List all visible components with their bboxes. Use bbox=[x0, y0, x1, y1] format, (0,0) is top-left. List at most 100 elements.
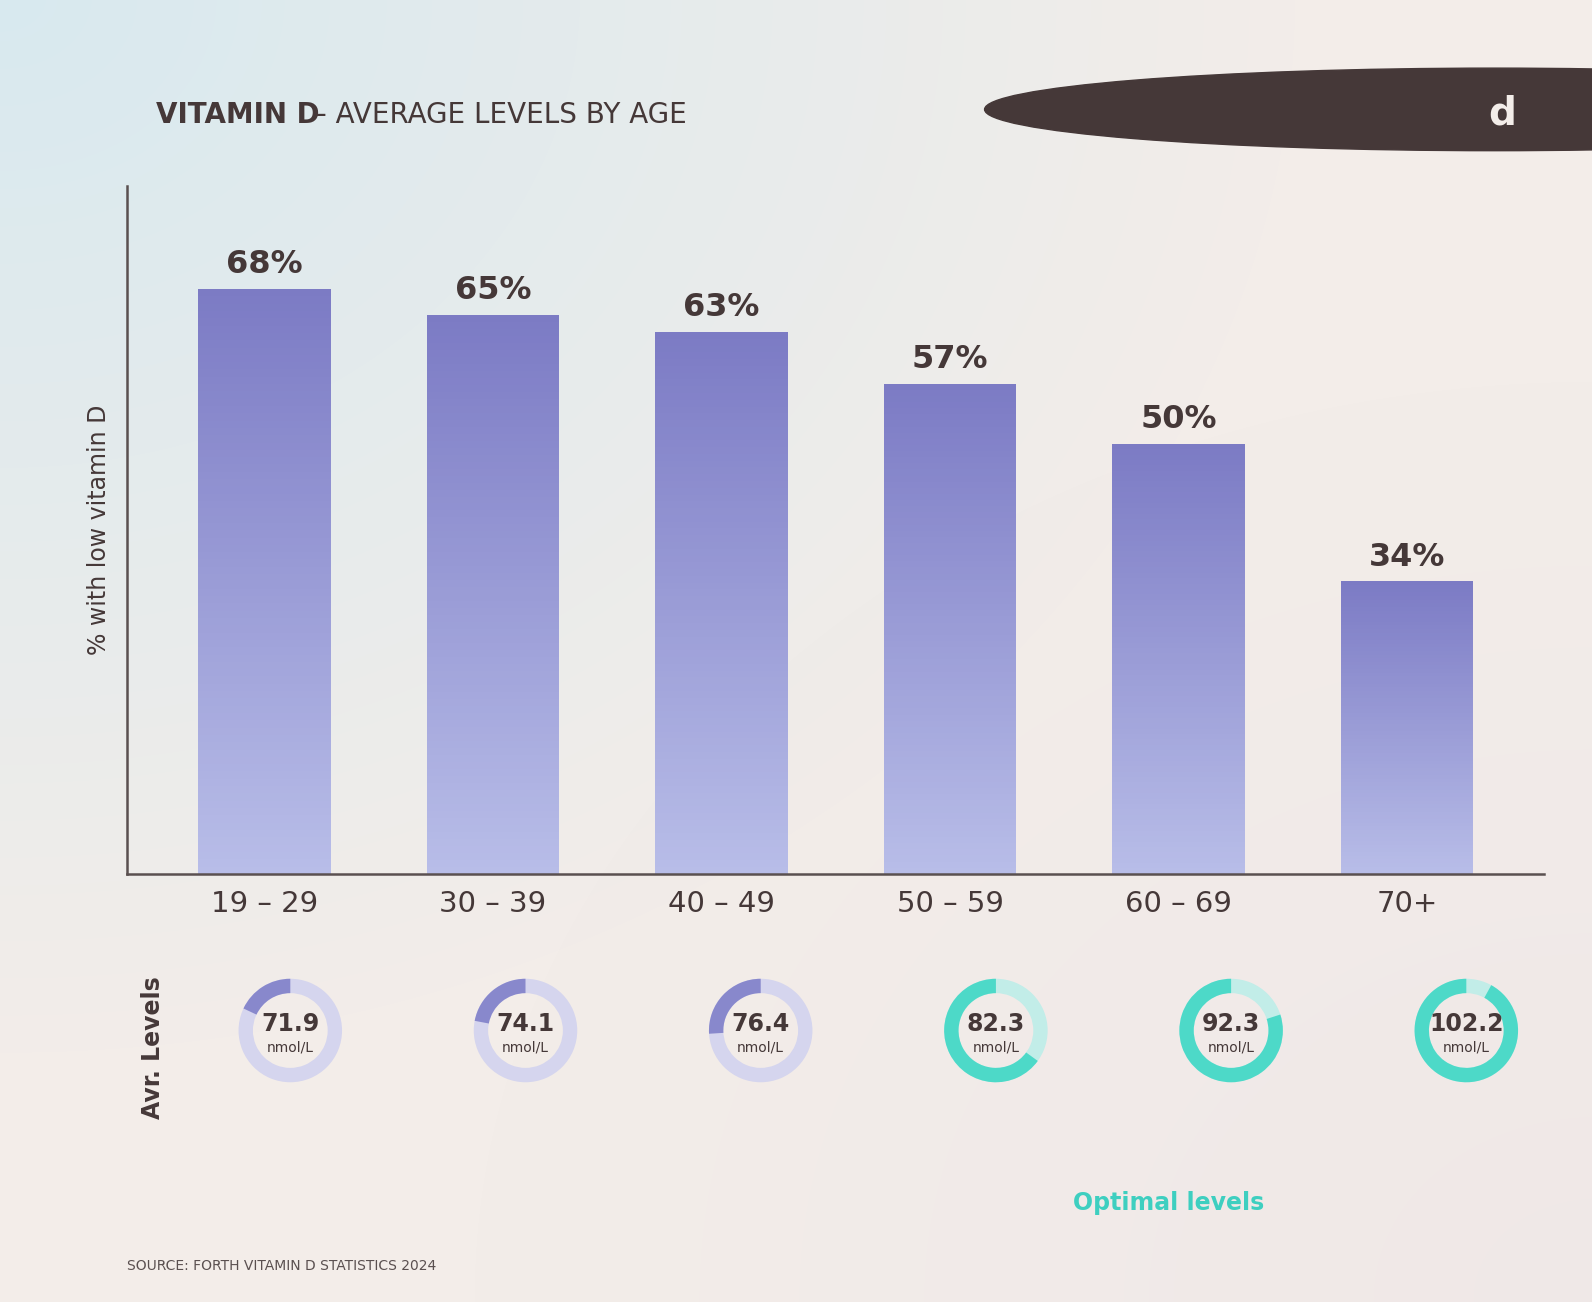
Bar bbox=[199, 779, 331, 786]
Bar bbox=[1340, 600, 1474, 603]
Wedge shape bbox=[244, 979, 290, 1014]
Bar bbox=[656, 421, 788, 427]
Bar bbox=[656, 738, 788, 745]
Bar bbox=[884, 751, 1016, 758]
Bar bbox=[884, 665, 1016, 672]
Bar bbox=[884, 493, 1016, 500]
Y-axis label: % with low vitamin D: % with low vitamin D bbox=[86, 405, 111, 655]
Bar bbox=[1113, 535, 1245, 540]
Bar bbox=[1340, 592, 1474, 596]
Bar bbox=[1340, 659, 1474, 661]
Bar bbox=[1113, 820, 1245, 825]
Bar bbox=[656, 793, 788, 799]
Bar bbox=[656, 624, 788, 630]
Bar bbox=[427, 469, 559, 475]
Bar bbox=[884, 384, 1016, 389]
Bar bbox=[1340, 841, 1474, 845]
Bar bbox=[1113, 707, 1245, 712]
Bar bbox=[656, 454, 788, 461]
Bar bbox=[199, 333, 331, 340]
Bar bbox=[427, 587, 559, 594]
Bar bbox=[884, 470, 1016, 475]
Bar bbox=[1340, 855, 1474, 859]
Bar bbox=[427, 419, 559, 427]
Bar bbox=[1113, 637, 1245, 643]
Bar bbox=[884, 408, 1016, 414]
Bar bbox=[884, 684, 1016, 690]
Bar bbox=[427, 573, 559, 581]
Bar bbox=[199, 487, 331, 493]
Bar bbox=[884, 740, 1016, 745]
Bar bbox=[1113, 712, 1245, 717]
Bar bbox=[656, 474, 788, 480]
Bar bbox=[656, 440, 788, 447]
Bar bbox=[656, 542, 788, 548]
Bar bbox=[1340, 684, 1474, 687]
Bar bbox=[1340, 611, 1474, 615]
Bar bbox=[884, 512, 1016, 518]
Bar bbox=[199, 852, 331, 859]
Bar bbox=[656, 704, 788, 711]
Bar bbox=[199, 756, 331, 764]
Bar bbox=[427, 622, 559, 629]
Text: 76.4: 76.4 bbox=[732, 1012, 790, 1035]
Bar bbox=[1340, 797, 1474, 801]
Bar bbox=[427, 384, 559, 392]
Bar bbox=[884, 475, 1016, 482]
Bar bbox=[884, 500, 1016, 506]
Bar bbox=[1113, 471, 1245, 477]
Text: Optimal levels: Optimal levels bbox=[1073, 1190, 1264, 1215]
Bar bbox=[656, 488, 788, 495]
Bar bbox=[199, 728, 331, 734]
Bar bbox=[1113, 697, 1245, 702]
Bar bbox=[427, 413, 559, 419]
Bar bbox=[884, 758, 1016, 763]
Bar bbox=[427, 517, 559, 525]
Bar bbox=[656, 745, 788, 753]
Bar bbox=[1340, 639, 1474, 643]
Bar bbox=[1340, 706, 1474, 710]
Bar bbox=[427, 462, 559, 469]
Bar bbox=[656, 366, 788, 372]
Bar bbox=[199, 772, 331, 779]
Bar bbox=[656, 779, 788, 786]
Bar bbox=[656, 786, 788, 793]
Bar bbox=[884, 715, 1016, 720]
Bar bbox=[884, 855, 1016, 862]
Bar bbox=[656, 514, 788, 522]
Bar bbox=[199, 289, 331, 297]
Bar bbox=[1113, 659, 1245, 664]
Bar bbox=[199, 713, 331, 720]
Wedge shape bbox=[944, 979, 1048, 1082]
Bar bbox=[1340, 811, 1474, 815]
Bar bbox=[427, 427, 559, 434]
Bar bbox=[427, 490, 559, 496]
Bar bbox=[884, 708, 1016, 715]
Bar bbox=[884, 464, 1016, 470]
Bar bbox=[1340, 621, 1474, 625]
Bar bbox=[656, 854, 788, 861]
Bar bbox=[199, 465, 331, 471]
Bar bbox=[656, 590, 788, 596]
Bar bbox=[199, 421, 331, 428]
Bar bbox=[199, 443, 331, 450]
Bar bbox=[1340, 833, 1474, 837]
Bar bbox=[1340, 724, 1474, 728]
Text: – AVERAGE LEVELS BY AGE: – AVERAGE LEVELS BY AGE bbox=[304, 102, 688, 129]
Bar bbox=[1340, 655, 1474, 659]
Bar bbox=[427, 392, 559, 398]
Bar bbox=[656, 671, 788, 677]
Bar bbox=[884, 604, 1016, 611]
Bar bbox=[427, 838, 559, 846]
Bar bbox=[884, 543, 1016, 549]
Bar bbox=[1340, 837, 1474, 841]
Bar bbox=[1113, 734, 1245, 740]
Bar bbox=[199, 691, 331, 698]
Bar bbox=[1340, 819, 1474, 823]
Bar bbox=[427, 664, 559, 672]
Bar bbox=[1113, 562, 1245, 568]
Bar bbox=[884, 727, 1016, 733]
Bar bbox=[1113, 530, 1245, 535]
Wedge shape bbox=[1180, 979, 1283, 1082]
Bar bbox=[199, 530, 331, 538]
